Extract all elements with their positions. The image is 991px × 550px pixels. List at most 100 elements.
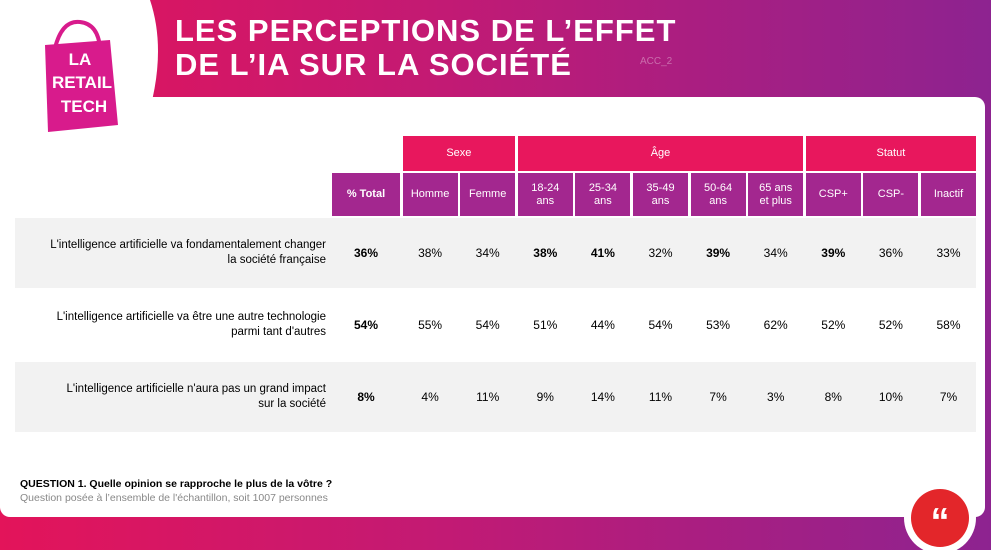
text-line: 54% <box>648 317 673 332</box>
text-line: 25-34 <box>588 181 617 194</box>
text-line: parmi tant d'autres <box>231 326 326 338</box>
row-label: L'intelligence artificielle va être une … <box>15 290 330 360</box>
text-line: 53% <box>706 317 731 332</box>
logo-area: LA RETAIL TECH <box>0 0 158 165</box>
text-line: 58% <box>936 317 961 332</box>
cell: 38% <box>403 218 458 288</box>
text-line: 8% <box>357 389 375 404</box>
cell: 11% <box>460 362 515 432</box>
column-header: % Total <box>332 173 400 216</box>
cell: 3% <box>748 362 803 432</box>
cell: 55% <box>403 290 458 360</box>
cell: 52% <box>806 290 861 360</box>
text-line: et plus <box>759 194 792 207</box>
text-line: 52% <box>821 317 846 332</box>
logo-text: TECH <box>61 97 107 116</box>
text-line: 7% <box>709 389 727 404</box>
logo-text: RETAIL <box>52 73 112 92</box>
cell: 44% <box>575 290 630 360</box>
cell: 33% <box>921 218 976 288</box>
text-line: ans <box>594 194 612 207</box>
cell: 34% <box>460 218 515 288</box>
text-line: 35-49 <box>646 181 675 194</box>
row-background <box>15 362 976 432</box>
text-line: 65 ans <box>759 181 793 194</box>
text-line: 18-24 <box>531 181 560 194</box>
text-line: ans <box>651 194 670 207</box>
text-line: 38% <box>418 245 443 260</box>
text-line: 7% <box>939 389 958 404</box>
cell: 32% <box>633 218 688 288</box>
text-line: 54% <box>475 317 500 332</box>
cell: 52% <box>863 290 918 360</box>
text-line: L'intelligence artificielle va être une … <box>56 311 326 323</box>
question: QUESTION 1. Quelle opinion se rapproche … <box>20 478 333 490</box>
cell: 8% <box>806 362 861 432</box>
logo-text: LA <box>69 50 92 69</box>
cell: 7% <box>921 362 976 432</box>
text-line: Femme <box>469 188 507 200</box>
quote-icon: “ <box>904 482 976 550</box>
cell: 41% <box>575 218 630 288</box>
column-header: Homme <box>402 173 458 216</box>
text-line: 54% <box>353 317 379 332</box>
text-line: 8% <box>824 389 842 404</box>
title-line: LES PERCEPTIONS DE L’EFFET <box>175 13 677 48</box>
text-line: L'intelligence artificielle n'aura pas u… <box>66 383 326 395</box>
cell: 4% <box>403 362 458 432</box>
text-line: 34% <box>475 245 500 260</box>
cell: 14% <box>575 362 630 432</box>
row-background <box>15 218 976 288</box>
cell: 39% <box>806 218 861 288</box>
text-line: 3% <box>767 389 785 404</box>
text-line: 11% <box>476 389 500 404</box>
text-line: 52% <box>878 317 903 332</box>
cell: 51% <box>518 290 573 360</box>
cell: 7% <box>691 362 746 432</box>
text-line: 36% <box>878 245 903 260</box>
cell: 36% <box>863 218 918 288</box>
text-line: 36% <box>353 245 379 260</box>
text-line: 39% <box>706 245 731 260</box>
cell: 38% <box>518 218 573 288</box>
cell: 54% <box>633 290 688 360</box>
column-header: 25-34 ans <box>575 173 631 216</box>
text-line: 11% <box>648 389 673 404</box>
watermark: ACC_2 <box>640 56 673 67</box>
text-line: 4% <box>421 389 439 404</box>
svg-text:“: “ <box>931 501 950 543</box>
text-line: 38% <box>533 245 558 260</box>
cell: 53% <box>691 290 746 360</box>
text-line: Statut <box>876 147 906 159</box>
text-line: 41% <box>590 245 615 260</box>
text-line: CSP- <box>877 188 905 200</box>
text-line: 62% <box>763 317 788 332</box>
text-line: 55% <box>418 317 443 332</box>
cell: 34% <box>748 218 803 288</box>
cell: 54% <box>460 290 515 360</box>
row-background <box>15 290 976 360</box>
row-label: L'intelligence artificielle va fondament… <box>15 218 330 288</box>
text-line: Âge <box>650 147 671 159</box>
text-line: Inactif <box>933 188 964 200</box>
cell: 39% <box>691 218 746 288</box>
text-line: la société française <box>227 254 326 266</box>
text-line: 14% <box>590 389 615 404</box>
cell: 8% <box>332 362 400 432</box>
text-line: % Total <box>346 188 386 200</box>
text-line: 39% <box>821 245 846 260</box>
text-line: 50-64 <box>704 181 733 194</box>
column-header: 50-64 ans <box>690 173 746 216</box>
cell: 54% <box>332 290 400 360</box>
row-label: L'intelligence artificielle n'aura pas u… <box>15 362 330 432</box>
text-line: CSP+ <box>818 188 848 200</box>
text-line: 33% <box>936 245 961 260</box>
text-line: ans <box>709 194 727 207</box>
cell: 10% <box>863 362 918 432</box>
text-line: L'intelligence artificielle va fondament… <box>50 239 326 251</box>
group-header: Sexe <box>402 136 516 171</box>
cell: 36% <box>332 218 400 288</box>
text-line: sur la société <box>258 398 326 410</box>
column-header: CSP- <box>863 173 919 216</box>
